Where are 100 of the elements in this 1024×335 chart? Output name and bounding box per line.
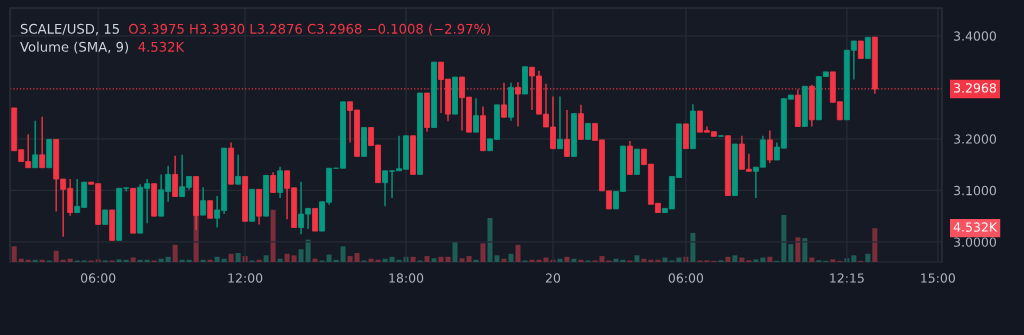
bar xyxy=(648,259,654,262)
bar xyxy=(424,256,430,262)
bar xyxy=(788,244,794,262)
y-tick-label: 3.1000 xyxy=(954,185,997,196)
bar xyxy=(123,259,129,262)
bar xyxy=(676,257,682,262)
bar xyxy=(543,257,549,262)
bar xyxy=(515,244,521,262)
bar xyxy=(529,259,535,262)
bar xyxy=(32,259,38,262)
candlestick xyxy=(312,207,319,232)
candlestick xyxy=(515,81,521,128)
bar xyxy=(501,258,507,262)
candlestick xyxy=(200,186,207,216)
y-tick-label: 3.0000 xyxy=(954,237,997,247)
bar xyxy=(753,259,759,262)
bar xyxy=(830,259,836,262)
candlestick xyxy=(172,155,179,198)
bar xyxy=(767,256,773,262)
annotation: O3.3975 H3.3930 L3.2876 C3.2968 −0.1008 (−2.97%) xyxy=(128,23,491,36)
candlestick xyxy=(39,116,46,169)
bar xyxy=(60,259,66,262)
x-tick-label: 20 xyxy=(545,273,561,283)
x-tick-label: 15:00 xyxy=(921,273,955,283)
candlestick xyxy=(864,36,871,60)
bar xyxy=(200,259,206,262)
bar xyxy=(298,249,304,262)
bar xyxy=(739,257,745,262)
x-tick-label: 12:00 xyxy=(228,273,263,283)
bar xyxy=(340,246,346,262)
candlestick xyxy=(277,165,284,199)
bar xyxy=(578,259,584,262)
bar xyxy=(872,228,878,262)
bar xyxy=(256,259,262,262)
bar xyxy=(865,253,871,262)
candlestick xyxy=(564,109,570,158)
bar xyxy=(431,258,437,262)
bar xyxy=(172,244,178,262)
text: 4.532K xyxy=(953,222,998,232)
bar xyxy=(347,256,353,262)
bar xyxy=(39,259,45,262)
bar xyxy=(795,237,801,262)
bar xyxy=(333,259,339,262)
x-tick-label: 12:15 xyxy=(830,273,864,283)
bar xyxy=(655,259,661,262)
bar xyxy=(760,257,766,262)
bar xyxy=(165,256,171,262)
x-tick-label: 06:00 xyxy=(668,273,704,283)
bar xyxy=(326,254,332,262)
bar xyxy=(662,257,668,262)
bar xyxy=(263,255,269,262)
bar xyxy=(270,209,276,262)
y-tick-label: 3.2000 xyxy=(954,134,997,144)
bar xyxy=(732,255,738,262)
bar xyxy=(207,259,213,262)
candlestick xyxy=(32,120,39,169)
bar xyxy=(725,256,731,262)
candlestick xyxy=(766,129,773,164)
bar xyxy=(508,253,514,262)
bar xyxy=(228,253,234,262)
bar xyxy=(452,241,458,262)
bar xyxy=(851,255,857,262)
bar xyxy=(781,214,787,262)
candlestick xyxy=(270,171,277,194)
annotation: 4.532K xyxy=(138,41,185,52)
bar xyxy=(130,257,136,262)
bar xyxy=(620,259,626,262)
x-tick-label: 18:00 xyxy=(389,273,424,283)
y-tick-label: 3.4000 xyxy=(954,31,997,41)
x-tick-label: 06:00 xyxy=(80,273,116,283)
bar xyxy=(396,259,402,262)
ref-line-label: 3.2968 xyxy=(954,83,996,93)
bar xyxy=(389,256,395,262)
bar xyxy=(354,253,360,262)
bar xyxy=(11,246,17,262)
candlestick xyxy=(557,95,563,150)
bar xyxy=(214,256,220,262)
bar xyxy=(179,259,185,262)
bar xyxy=(137,259,143,262)
bar xyxy=(410,256,416,262)
candlestick xyxy=(473,97,479,133)
bar xyxy=(291,255,297,262)
bar xyxy=(284,253,290,262)
bar xyxy=(53,250,59,262)
bar xyxy=(809,257,815,262)
bar xyxy=(144,259,150,262)
bar xyxy=(375,259,381,262)
bar xyxy=(186,259,192,262)
bar xyxy=(536,259,542,262)
annotation: Volume (SMA, 9) xyxy=(20,41,128,54)
bar xyxy=(25,259,31,262)
bar xyxy=(690,232,696,262)
bar xyxy=(480,243,486,262)
bar xyxy=(564,256,570,262)
bar xyxy=(473,259,479,262)
bar xyxy=(634,255,640,262)
bar xyxy=(802,238,808,262)
bar xyxy=(599,256,605,262)
bar xyxy=(116,259,122,262)
bar xyxy=(235,253,241,262)
